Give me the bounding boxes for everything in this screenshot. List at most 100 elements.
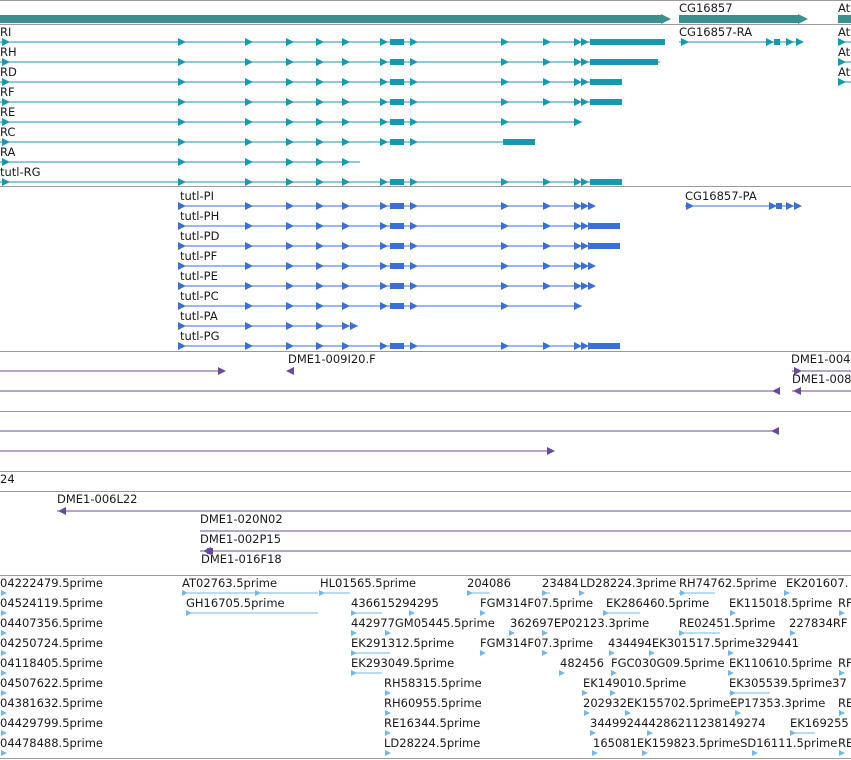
- exon-block[interactable]: [590, 99, 622, 105]
- transcript-label[interactable]: RA: [0, 145, 16, 159]
- clone-label[interactable]: 24: [0, 472, 15, 486]
- transcript-label[interactable]: RI: [0, 25, 12, 39]
- est-label[interactable]: 434494EK301517.5prime329441: [608, 636, 799, 650]
- exon-block[interactable]: [390, 139, 404, 145]
- transcript-label[interactable]: At: [838, 25, 851, 39]
- est-label[interactable]: RE02451.5prime: [679, 616, 776, 630]
- transcript-label[interactable]: At: [838, 65, 851, 79]
- exon-block[interactable]: [590, 39, 665, 45]
- transcript-label[interactable]: CG16857-RA: [679, 25, 753, 39]
- exon-block[interactable]: [503, 139, 535, 145]
- transcript-label[interactable]: RF: [0, 85, 15, 99]
- est-label[interactable]: 04524119.5prime: [0, 596, 104, 610]
- est-label[interactable]: 442977GM05445.5prime: [351, 616, 495, 630]
- est-label[interactable]: RE16344.5prime: [384, 716, 481, 730]
- exon-block[interactable]: [590, 223, 620, 229]
- est-label[interactable]: RH60955.5prime: [384, 696, 482, 710]
- clone-label[interactable]: DME1-009I20.F: [288, 352, 376, 366]
- est-label[interactable]: LD28224.5prime: [384, 736, 481, 750]
- clone-label[interactable]: DME1-016F18: [201, 552, 282, 566]
- est-label[interactable]: 204086: [467, 576, 511, 590]
- exon-block[interactable]: [838, 15, 851, 23]
- exon-block[interactable]: [390, 303, 404, 309]
- est-label[interactable]: 436615294295: [351, 596, 439, 610]
- transcript-label[interactable]: At: [838, 45, 851, 59]
- exon-block[interactable]: [390, 119, 404, 125]
- est-label[interactable]: 04381632.5prime: [0, 696, 104, 710]
- est-label[interactable]: EK201607.: [786, 576, 849, 590]
- est-label[interactable]: EK293049.5prime: [351, 656, 455, 670]
- clone-label[interactable]: DME1-020N02: [200, 512, 283, 526]
- exon-block[interactable]: [590, 243, 620, 249]
- est-label[interactable]: 227834RF: [789, 616, 848, 630]
- exon-block[interactable]: [679, 15, 799, 23]
- est-label[interactable]: FGM314F07.5prime: [480, 596, 594, 610]
- exon-block[interactable]: [590, 79, 622, 85]
- est-label[interactable]: EK291312.5prime: [351, 636, 455, 650]
- exon-block[interactable]: [776, 203, 782, 209]
- est-label[interactable]: GH16705.5prime: [186, 596, 285, 610]
- protein-label[interactable]: tutl-PD: [180, 229, 220, 243]
- protein-label[interactable]: tutl-PA: [180, 309, 218, 323]
- gene-label[interactable]: At: [838, 1, 851, 15]
- est-label[interactable]: EK110610.5prime: [729, 656, 833, 670]
- est-label[interactable]: AT02763.5prime: [182, 576, 278, 590]
- est-label[interactable]: 362697EP02123.3prime: [510, 616, 650, 630]
- clone-label[interactable]: DME1-004: [791, 352, 851, 366]
- exon-block[interactable]: [390, 99, 404, 105]
- protein-label[interactable]: tutl-PI: [180, 189, 214, 203]
- transcript-label[interactable]: tutl-RG: [0, 165, 41, 179]
- transcript-label[interactable]: RD: [0, 65, 17, 79]
- exon-block[interactable]: [0, 15, 663, 23]
- clone-label[interactable]: DME1-008: [792, 372, 851, 386]
- est-label[interactable]: RE: [838, 696, 851, 710]
- protein-label[interactable]: tutl-PF: [180, 249, 218, 263]
- clone-label[interactable]: DME1-006L22: [57, 492, 138, 506]
- exon-block[interactable]: [390, 179, 404, 185]
- exon-block[interactable]: [390, 59, 404, 65]
- est-label[interactable]: EK149010.5prime: [583, 676, 687, 690]
- exon-block[interactable]: [390, 39, 404, 45]
- est-label[interactable]: FGM314F07.3prime: [480, 636, 594, 650]
- exon-block[interactable]: [590, 179, 622, 185]
- protein-label[interactable]: tutl-PC: [180, 289, 219, 303]
- est-label[interactable]: EK169255: [790, 716, 849, 730]
- exon-block[interactable]: [390, 203, 404, 209]
- est-label[interactable]: 04222479.5prime: [0, 576, 104, 590]
- transcript-label[interactable]: RH: [0, 45, 17, 59]
- est-label[interactable]: 04507622.5prime: [0, 676, 104, 690]
- est-label[interactable]: HL01565.5prime: [320, 576, 417, 590]
- exon-block[interactable]: [207, 548, 213, 554]
- protein-label[interactable]: tutl-PG: [180, 329, 220, 343]
- est-label[interactable]: RF: [838, 656, 851, 670]
- protein-label[interactable]: CG16857-PA: [685, 189, 757, 203]
- transcript-label[interactable]: RC: [0, 125, 16, 139]
- est-label[interactable]: RH58315.5prime: [384, 676, 482, 690]
- protein-label[interactable]: tutl-PE: [180, 269, 218, 283]
- est-label[interactable]: LD28224.3prime: [580, 576, 677, 590]
- est-label[interactable]: EK305539.5prime37: [729, 676, 847, 690]
- exon-block[interactable]: [590, 59, 658, 65]
- clone-label[interactable]: DME1-002P15: [200, 532, 282, 546]
- est-label[interactable]: RF: [838, 596, 851, 610]
- transcript-label[interactable]: RE: [0, 105, 16, 119]
- est-label[interactable]: RH74762.5prime: [679, 576, 777, 590]
- est-label[interactable]: FGC030G09.5prime: [611, 656, 725, 670]
- est-label[interactable]: 04407356.5prime: [0, 616, 104, 630]
- est-label[interactable]: EK286460.5prime: [606, 596, 710, 610]
- est-label[interactable]: 04118405.5prime: [0, 656, 104, 670]
- est-label[interactable]: 344992444286211238149274: [590, 716, 766, 730]
- exon-block[interactable]: [390, 223, 404, 229]
- est-label[interactable]: 482456: [560, 656, 604, 670]
- est-label[interactable]: 04250724.5prime: [0, 636, 104, 650]
- exon-block[interactable]: [390, 79, 404, 85]
- gene-label[interactable]: CG16857: [679, 1, 733, 15]
- protein-label[interactable]: tutl-PH: [180, 209, 220, 223]
- est-label[interactable]: RE: [838, 736, 851, 750]
- est-label[interactable]: EK115018.5prime: [729, 596, 833, 610]
- exon-block[interactable]: [390, 283, 404, 289]
- exon-block[interactable]: [390, 343, 404, 349]
- est-label[interactable]: 23484: [542, 576, 579, 590]
- exon-block[interactable]: [590, 343, 620, 349]
- est-label[interactable]: 202932EK155702.5primeEP17353.3prime: [583, 696, 826, 710]
